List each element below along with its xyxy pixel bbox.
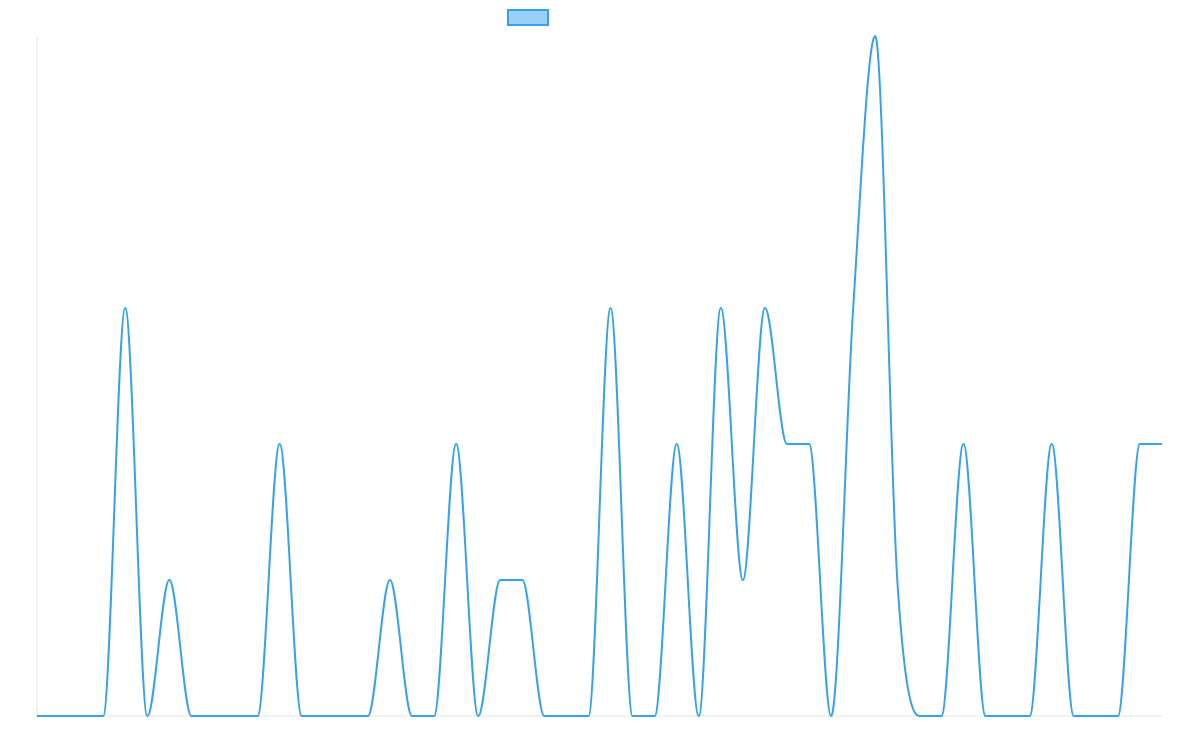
legend-swatch bbox=[507, 9, 549, 26]
data-line bbox=[37, 34, 1162, 718]
